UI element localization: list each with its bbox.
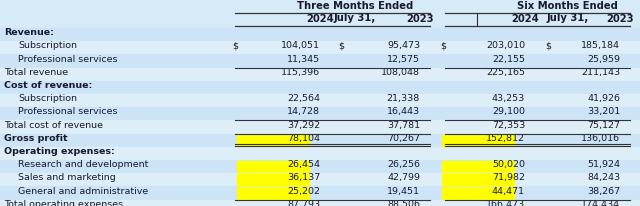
Text: 29,100: 29,100 [492,107,525,116]
Bar [0,160,640,173]
Text: 2024: 2024 [306,14,334,24]
Text: Total cost of revenue: Total cost of revenue [4,121,103,130]
Text: 36,137: 36,137 [287,173,320,182]
Text: $: $ [440,41,446,50]
Text: General and administrative: General and administrative [18,186,148,195]
Text: 26,454: 26,454 [287,160,320,169]
Bar [442,187,514,199]
Text: 72,353: 72,353 [492,121,525,130]
Text: 50,020: 50,020 [492,160,525,169]
Text: 2023: 2023 [406,14,434,24]
Text: 22,564: 22,564 [287,94,320,103]
Text: 22,155: 22,155 [492,55,525,63]
Text: 16,443: 16,443 [387,107,420,116]
Text: 95,473: 95,473 [387,41,420,50]
Text: 44,471: 44,471 [492,186,525,195]
Bar [237,174,309,185]
Text: 11,345: 11,345 [287,55,320,63]
Text: Operating expenses:: Operating expenses: [4,147,115,156]
Text: 185,184: 185,184 [581,41,620,50]
Bar [0,54,640,68]
Text: 174,434: 174,434 [581,200,620,206]
Bar [237,187,309,199]
Text: 41,926: 41,926 [587,94,620,103]
Text: 43,253: 43,253 [492,94,525,103]
Text: 166,473: 166,473 [486,200,525,206]
Text: Gross profit: Gross profit [4,134,68,143]
Text: 152,812: 152,812 [486,134,525,143]
Bar [0,107,640,120]
Text: 211,143: 211,143 [581,68,620,77]
Text: 37,781: 37,781 [387,121,420,130]
Bar [0,120,640,134]
Text: Professional services: Professional services [18,55,118,63]
Text: 88,506: 88,506 [387,200,420,206]
Text: 2024: 2024 [511,14,539,24]
Bar [0,81,640,94]
Text: 78,104: 78,104 [287,134,320,143]
Text: 21,338: 21,338 [387,94,420,103]
Text: $: $ [232,41,238,50]
Bar [0,147,640,160]
Text: 38,267: 38,267 [587,186,620,195]
Text: 70,267: 70,267 [387,134,420,143]
Text: 225,165: 225,165 [486,68,525,77]
Text: 108,048: 108,048 [381,68,420,77]
Bar [0,186,640,200]
Text: 136,016: 136,016 [581,134,620,143]
Text: Professional services: Professional services [18,107,118,116]
Text: 42,799: 42,799 [387,173,420,182]
Bar [237,161,309,172]
Bar [237,135,309,146]
Text: 2023: 2023 [606,14,634,24]
Text: Total revenue: Total revenue [4,68,68,77]
Text: 19,451: 19,451 [387,186,420,195]
Text: Subscription: Subscription [18,94,77,103]
Text: 203,010: 203,010 [486,41,525,50]
Bar [0,134,640,147]
Text: $: $ [545,41,551,50]
Bar [442,174,514,185]
Text: 25,959: 25,959 [587,55,620,63]
Bar [442,135,514,146]
Text: 71,982: 71,982 [492,173,525,182]
Bar [0,0,640,28]
Text: 14,728: 14,728 [287,107,320,116]
Text: Three Months Ended
July 31,: Three Months Ended July 31, [297,1,413,23]
Bar [0,41,640,54]
Text: 33,201: 33,201 [587,107,620,116]
Text: Cost of revenue:: Cost of revenue: [4,81,92,90]
Text: 25,202: 25,202 [287,186,320,195]
Text: Subscription: Subscription [18,41,77,50]
Text: 84,243: 84,243 [587,173,620,182]
Bar [0,200,640,206]
Text: 26,256: 26,256 [387,160,420,169]
Bar [442,161,514,172]
Text: Revenue:: Revenue: [4,28,54,37]
Bar [0,173,640,186]
Bar [0,28,640,41]
Text: 51,924: 51,924 [587,160,620,169]
Text: 104,051: 104,051 [281,41,320,50]
Text: $: $ [338,41,344,50]
Text: Six Months Ended
July 31,: Six Months Ended July 31, [517,1,618,23]
Text: 87,793: 87,793 [287,200,320,206]
Text: 115,396: 115,396 [281,68,320,77]
Text: 12,575: 12,575 [387,55,420,63]
Text: Research and development: Research and development [18,160,148,169]
Bar [0,68,640,81]
Text: Sales and marketing: Sales and marketing [18,173,116,182]
Text: 75,127: 75,127 [587,121,620,130]
Bar [0,94,640,107]
Text: Total operating expenses: Total operating expenses [4,200,123,206]
Text: 37,292: 37,292 [287,121,320,130]
